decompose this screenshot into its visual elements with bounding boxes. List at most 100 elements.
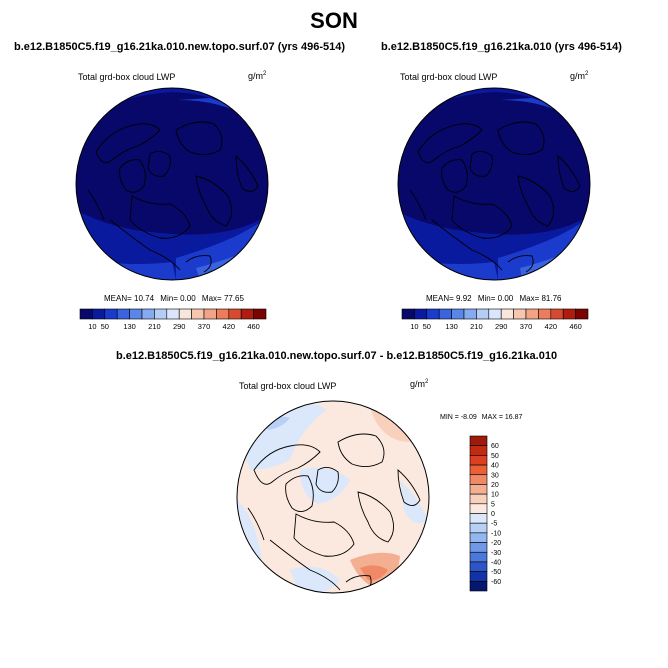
panel3-colorbar-label: 5 <box>491 501 495 508</box>
panel1-colorbar-label: 130 <box>123 322 136 331</box>
panel3-colorbar-box <box>469 474 488 485</box>
panel3-colorbar-label: -20 <box>491 540 501 547</box>
panel1-colorbar-box <box>92 308 106 320</box>
panel2-colorbar-box <box>525 308 539 320</box>
panel1-colorbar-box <box>141 308 155 320</box>
panel3-variable-label: Total grd-box cloud LWP <box>239 381 337 391</box>
panel1-colorbar-box <box>191 308 205 320</box>
panel3-min: -8.09 <box>461 414 477 421</box>
panel3-colorbar-box <box>469 455 488 466</box>
panel2-colorbar-box <box>575 308 589 320</box>
panel2-colorbar-label: 370 <box>520 322 533 331</box>
panel2-colorbar-box <box>550 308 564 320</box>
panel3-colorbar-box <box>469 503 488 514</box>
panel1-colorbar-label: 210 <box>148 322 161 331</box>
panel1-units-base: g/m <box>248 71 264 81</box>
panel1-colorbar-label: 370 <box>198 322 211 331</box>
panel1-min-label: Min= <box>160 294 178 303</box>
panel2-stats: MEAN= 9.92 Min= 0.00 Max= 81.76 <box>426 294 562 303</box>
panel2-mean-label: MEAN= <box>426 294 454 303</box>
panel1-colorbar-label: 420 <box>223 322 236 331</box>
panel1-min: 0.00 <box>180 294 196 303</box>
panel3-colorbar-box <box>469 493 488 505</box>
panel2-colorbar-label: 130 <box>445 322 458 331</box>
panel2-map <box>397 87 591 281</box>
panel2-colorbar-box <box>451 308 465 320</box>
panel1-colorbar-box <box>216 308 230 320</box>
panel3-max: 16.87 <box>505 414 523 421</box>
panel2-min-label: Min= <box>478 294 496 303</box>
panel3-case-title: b.e12.B1850C5.f19_g16.21ka.010.new.topo.… <box>116 350 558 362</box>
panel2-colorbar-box <box>438 308 452 320</box>
panel3-colorbar-label: -30 <box>491 550 501 557</box>
panel3-colorbar-box <box>469 445 488 456</box>
panel2-variable-label: Total grd-box cloud LWP <box>400 72 498 82</box>
panel1-colorbar-box <box>228 308 242 320</box>
panel3-colorbar-label: 40 <box>491 463 499 470</box>
panel3-field-blue-center <box>300 467 350 504</box>
panel2-colorbar-label: 210 <box>470 322 483 331</box>
panel2-map-border <box>397 87 591 281</box>
panel1-colorbar-box <box>116 308 130 320</box>
panel3-stats: MIN = -8.09 MAX = 16.87 <box>440 414 523 421</box>
panel3-units: g/m2 <box>410 379 428 389</box>
panel3-colorbar-label: 60 <box>491 443 499 450</box>
panel3-colorbar-box <box>469 522 488 534</box>
panel1-units-exp: 2 <box>263 71 267 77</box>
panel1-colorbar-box <box>203 308 217 320</box>
panel1-colorbar-box <box>154 308 168 320</box>
panel3-map-border <box>236 400 430 594</box>
panel3-colorbar-label: 20 <box>491 482 499 489</box>
panel1-field-patch-sw <box>100 262 176 280</box>
panel2-units-exp: 2 <box>585 71 589 77</box>
panel1-colorbar-box <box>129 308 143 320</box>
panel3-colorbar-box <box>469 464 488 476</box>
panel3-colorbar-box <box>469 513 488 524</box>
panel3-max-label: MAX = <box>482 414 503 421</box>
panel1-colorbar: 10 50 130 210 290 370 420 460 <box>79 308 267 331</box>
panel1-mean-label: MEAN= <box>104 294 132 303</box>
panel2-units: g/m2 <box>570 71 588 81</box>
panel2-field-patch-sw <box>422 262 498 280</box>
panel2-colorbar-label: 10 <box>410 322 418 331</box>
panel3-field-red-se2 <box>360 565 388 581</box>
panel2-colorbar-label: 290 <box>495 322 508 331</box>
panel1-max: 77.65 <box>224 294 245 303</box>
page-title: SON <box>310 8 358 33</box>
panel2-field-patch-ne <box>500 98 572 118</box>
panel1-colorbar-label: 10 <box>88 322 96 331</box>
panel3-colorbar-label: -10 <box>491 530 501 537</box>
panel3-units-exp: 2 <box>425 379 429 385</box>
panel1-colorbar-box <box>79 308 93 320</box>
panel2-colorbar-label: 460 <box>569 322 582 331</box>
panel1-colorbar-box <box>240 308 254 320</box>
panel1-colorbar-box <box>166 308 180 320</box>
panel1-colorbar-label: 460 <box>247 322 260 331</box>
panel2-colorbar-box <box>463 308 477 320</box>
panel3-colorbar-label: -50 <box>491 569 501 576</box>
panel3-colorbar-box <box>469 484 488 495</box>
panel1-colorbar-label: 290 <box>173 322 186 331</box>
panel2-colorbar: 10 50 130 210 290 370 420 460 <box>401 308 589 331</box>
panel1-variable-label: Total grd-box cloud LWP <box>78 72 176 82</box>
panel1-map-border <box>75 87 269 281</box>
panel3-colorbar-box <box>469 571 488 582</box>
panel2-colorbar-box <box>500 308 514 320</box>
panel3-map <box>236 400 430 594</box>
panel3-colorbar-box <box>469 532 488 543</box>
panel3-colorbar-label: -40 <box>491 559 501 566</box>
panel2-max-label: Max= <box>519 294 539 303</box>
panel2-colorbar-box <box>476 308 490 320</box>
panel2-colorbar-box <box>488 308 502 320</box>
panel3-min-label: MIN = <box>440 414 459 421</box>
panel1-units: g/m2 <box>248 71 266 81</box>
panel2-colorbar-label: 50 <box>423 322 431 331</box>
panel1-colorbar-box <box>253 308 267 320</box>
panel3-colorbar-box <box>469 542 488 553</box>
panel3-colorbar-box <box>469 581 488 592</box>
panel1-field-patch-ne <box>178 98 250 118</box>
panel2-min: 0.00 <box>498 294 514 303</box>
panel2-max: 81.76 <box>541 294 562 303</box>
